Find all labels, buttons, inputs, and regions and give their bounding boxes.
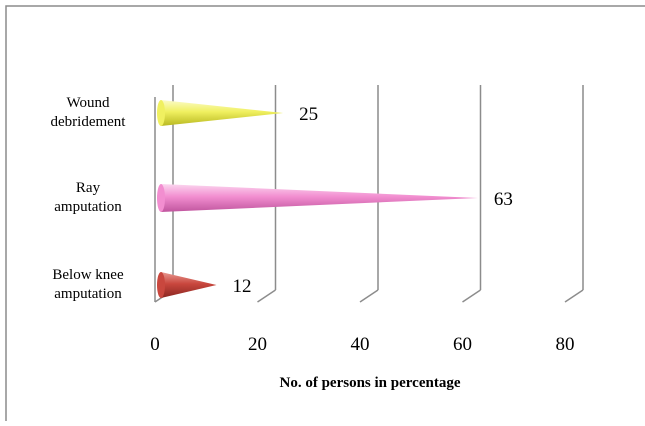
x-tick-label: 40	[351, 334, 370, 355]
cone-layer	[157, 100, 478, 298]
cone-base	[157, 100, 165, 126]
category-label: amputation	[54, 199, 122, 215]
x-tick-label: 80	[556, 334, 575, 355]
gridline-foot	[257, 289, 276, 303]
category-label: Ray	[76, 180, 101, 196]
gridline-foot	[564, 289, 584, 303]
category-label: Wound	[67, 95, 110, 111]
cone-base	[157, 272, 165, 298]
value-label: 63	[494, 189, 513, 210]
x-tick-label: 60	[453, 334, 472, 355]
value-label: 12	[233, 276, 252, 297]
gridline-foot	[359, 289, 379, 303]
cone-bar	[161, 272, 217, 298]
cone-base	[157, 184, 165, 212]
x-tick-label: 20	[248, 334, 267, 355]
cone-bar	[161, 100, 284, 126]
value-label: 25	[299, 104, 318, 125]
gridline-foot	[462, 289, 481, 303]
cone-bar	[161, 184, 478, 212]
x-tick-label: 0	[150, 334, 160, 355]
category-label: Below knee	[52, 267, 124, 283]
category-label: debridement	[51, 114, 127, 130]
label-layer: 0 20 40 60 80 25 Wound debridement 63 Ray amputati…	[51, 95, 575, 355]
chart-border	[5, 5, 645, 421]
category-label: amputation	[54, 286, 122, 302]
x-axis-title: No. of persons in percentage	[280, 375, 461, 391]
